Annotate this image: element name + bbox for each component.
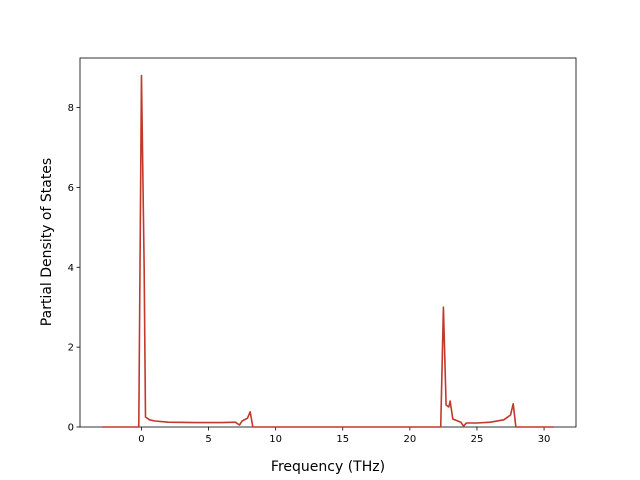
x-tick-label: 20 (403, 434, 416, 445)
x-tick-label: 15 (336, 434, 349, 445)
x-tick-label: 10 (269, 434, 282, 445)
x-axis-label: Frequency (THz) (271, 459, 385, 475)
y-axis-label: Partial Density of States (39, 158, 55, 326)
x-tick-label: 25 (471, 434, 484, 445)
data-line (102, 74, 554, 428)
x-tick-label: 5 (205, 434, 211, 445)
y-tick-label: 4 (68, 263, 74, 274)
y-tick-label: 8 (68, 103, 74, 114)
y-tick-label: 0 (68, 423, 74, 434)
x-tick-label: 0 (138, 434, 144, 445)
x-tick-label: 30 (538, 434, 551, 445)
axes-frame (79, 57, 577, 428)
y-tick-label: 6 (68, 183, 74, 194)
y-tick-label: 2 (68, 343, 74, 354)
